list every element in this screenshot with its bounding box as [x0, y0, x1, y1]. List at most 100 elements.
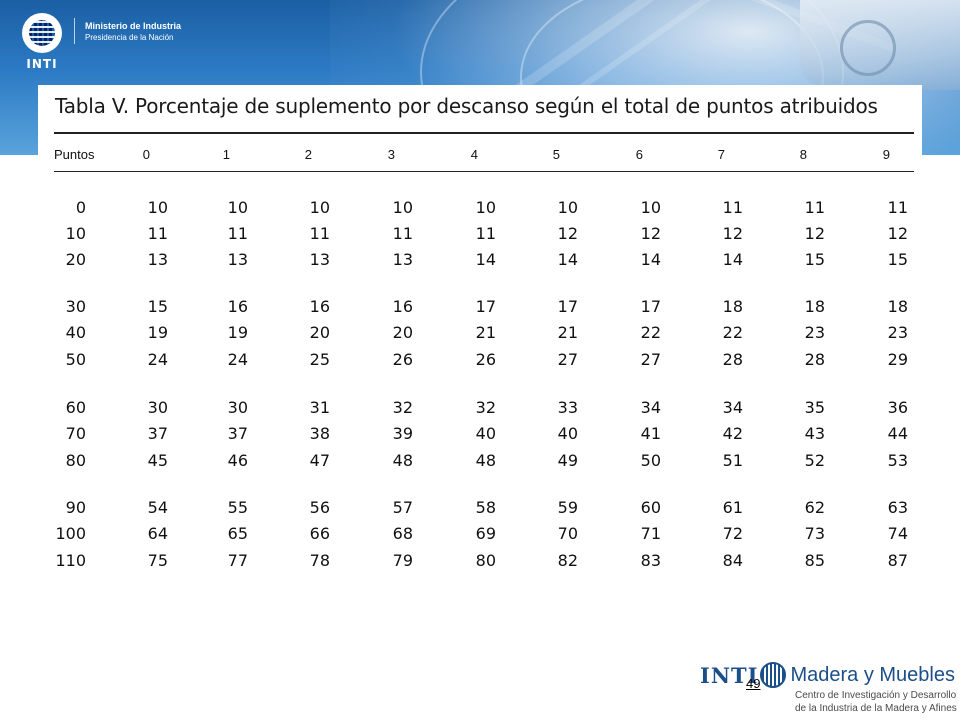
- column-header: 3: [387, 147, 395, 162]
- table-cell: 43: [804, 424, 825, 443]
- table-cell: 83: [640, 551, 661, 570]
- header-rule: [54, 171, 914, 172]
- column-header: 8: [799, 147, 807, 162]
- row-label: 0: [75, 198, 86, 217]
- table-cell: 54: [147, 498, 168, 517]
- table-cell: 20: [392, 323, 413, 342]
- table-cell: 26: [392, 350, 413, 369]
- table-cell: 10: [147, 198, 168, 217]
- table-cell: 11: [804, 198, 825, 217]
- column-header: 1: [222, 147, 230, 162]
- row-label: 50: [65, 350, 86, 369]
- table-cell: 36: [887, 398, 908, 417]
- table-cell: 48: [392, 451, 413, 470]
- table-cell: 62: [804, 498, 825, 517]
- table-cell: 16: [392, 297, 413, 316]
- table-cell: 84: [722, 551, 743, 570]
- table-cell: 60: [640, 498, 661, 517]
- table-cell: 15: [147, 297, 168, 316]
- table-cell: 39: [392, 424, 413, 443]
- table-cell: 47: [309, 451, 330, 470]
- table-cell: 10: [640, 198, 661, 217]
- table-cell: 10: [392, 198, 413, 217]
- table-cell: 15: [887, 250, 908, 269]
- table-cell: 66: [309, 524, 330, 543]
- table-cell: 18: [887, 297, 908, 316]
- table-cell: 61: [722, 498, 743, 517]
- row-label: 20: [65, 250, 86, 269]
- footer-subtitle-line2: de la Industria de la Madera y Afines: [795, 703, 957, 714]
- table-cell: 21: [475, 323, 496, 342]
- column-header: 9: [882, 147, 890, 162]
- table-cell: 24: [147, 350, 168, 369]
- table-cell: 34: [640, 398, 661, 417]
- table-cell: 30: [227, 398, 248, 417]
- table-cell: 64: [147, 524, 168, 543]
- table-cell: 16: [309, 297, 330, 316]
- footer-logo: INTI Madera y Muebles: [700, 660, 955, 690]
- table-cell: 38: [309, 424, 330, 443]
- table-cell: 11: [722, 198, 743, 217]
- header-banner: INTI Ministerio de Industria Presidencia…: [0, 0, 960, 155]
- row-label: 80: [65, 451, 86, 470]
- table-cell: 15: [804, 250, 825, 269]
- column-header-puntos: Puntos: [54, 147, 95, 162]
- table-cell: 52: [804, 451, 825, 470]
- table-cell: 63: [887, 498, 908, 517]
- table-cell: 30: [147, 398, 168, 417]
- table-cell: 14: [557, 250, 578, 269]
- table-cell: 20: [309, 323, 330, 342]
- table-cell: 72: [722, 524, 743, 543]
- table-cell: 10: [557, 198, 578, 217]
- title-rule: [54, 132, 914, 134]
- table-cell: 27: [640, 350, 661, 369]
- inti-logo-icon: [22, 13, 62, 53]
- table-cell: 26: [475, 350, 496, 369]
- table-cell: 22: [640, 323, 661, 342]
- table-cell: 77: [227, 551, 248, 570]
- table-cell: 45: [147, 451, 168, 470]
- table-cell: 78: [309, 551, 330, 570]
- table-cell: 23: [887, 323, 908, 342]
- table-cell: 35: [804, 398, 825, 417]
- table-cell: 18: [804, 297, 825, 316]
- table-title: Tabla V. Porcentaje de suplemento por de…: [55, 94, 878, 118]
- table-cell: 70: [557, 524, 578, 543]
- table-cell: 13: [392, 250, 413, 269]
- table-cell: 11: [887, 198, 908, 217]
- page-number[interactable]: 49: [746, 676, 761, 691]
- table-cell: 49: [557, 451, 578, 470]
- table-cell: 11: [392, 224, 413, 243]
- table-cell: 12: [557, 224, 578, 243]
- table-cell: 14: [640, 250, 661, 269]
- row-label: 30: [65, 297, 86, 316]
- table-cell: 73: [804, 524, 825, 543]
- table-cell: 17: [640, 297, 661, 316]
- column-header: 4: [470, 147, 478, 162]
- row-label: 90: [65, 498, 86, 517]
- table-cell: 12: [722, 224, 743, 243]
- table-cell: 50: [640, 451, 661, 470]
- table-cell: 40: [557, 424, 578, 443]
- table-cell: 21: [557, 323, 578, 342]
- table-cell: 12: [804, 224, 825, 243]
- table-cell: 13: [227, 250, 248, 269]
- row-label: 70: [65, 424, 86, 443]
- table-cell: 19: [147, 323, 168, 342]
- table-cell: 40: [475, 424, 496, 443]
- table-cell: 12: [640, 224, 661, 243]
- table-cell: 27: [557, 350, 578, 369]
- table-cell: 87: [887, 551, 908, 570]
- table-cell: 11: [227, 224, 248, 243]
- table-cell: 32: [392, 398, 413, 417]
- table-cell: 82: [557, 551, 578, 570]
- table-cell: 74: [887, 524, 908, 543]
- table-cell: 32: [475, 398, 496, 417]
- table-cell: 57: [392, 498, 413, 517]
- ministry-line1: Ministerio de Industria: [85, 21, 182, 31]
- table-cell: 18: [722, 297, 743, 316]
- table-cell: 51: [722, 451, 743, 470]
- table-cell: 37: [147, 424, 168, 443]
- table-cell: 31: [309, 398, 330, 417]
- table-cell: 22: [722, 323, 743, 342]
